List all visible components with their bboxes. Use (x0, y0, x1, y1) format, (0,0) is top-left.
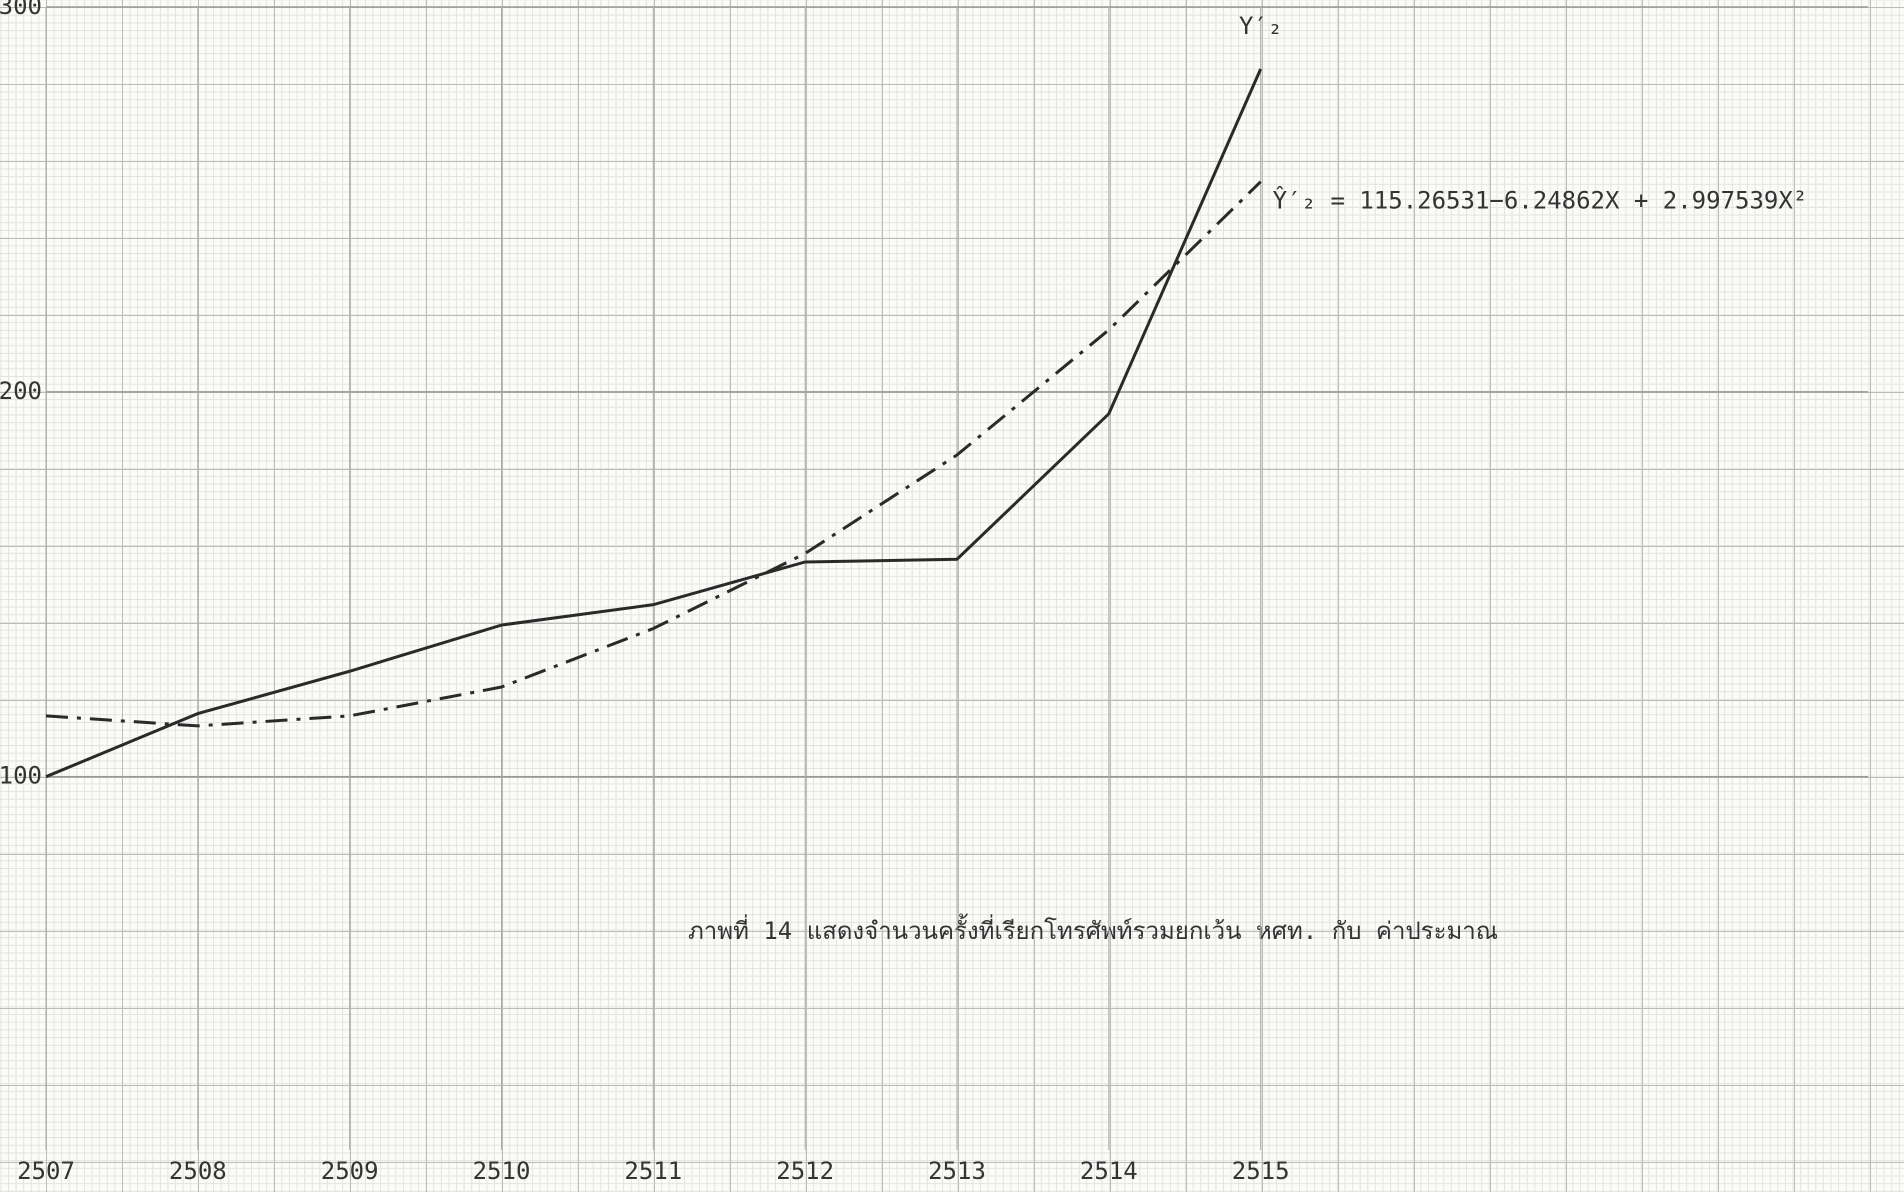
series-label: Ŷ′₂ = 115.26531−6.24862X + 2.997539X² (1273, 185, 1808, 215)
series-line (45, 68, 1263, 779)
chart-title: ภาพที่ 14 แสดงจำนวนครั้งที่เรียกโทรศัพท์… (688, 913, 1498, 945)
x-tick-label: 2513 (928, 1157, 986, 1185)
y-tick-label: 100 (0, 762, 42, 790)
x-tick-label: 2509 (321, 1157, 379, 1185)
y-tick-label: 200 (0, 377, 42, 405)
series-line (45, 180, 1262, 728)
y-tick-label: 300 (0, 0, 42, 20)
x-tick-label: 2512 (776, 1157, 834, 1185)
x-tick-label: 2510 (473, 1157, 531, 1185)
x-tick-label: 2508 (169, 1157, 227, 1185)
x-tick-label: 2507 (17, 1157, 75, 1185)
series-label: Y′₂ (1239, 12, 1282, 40)
x-tick-label: 2515 (1232, 1157, 1290, 1185)
x-tick-label: 2514 (1080, 1157, 1138, 1185)
x-tick-label: 2511 (624, 1157, 682, 1185)
